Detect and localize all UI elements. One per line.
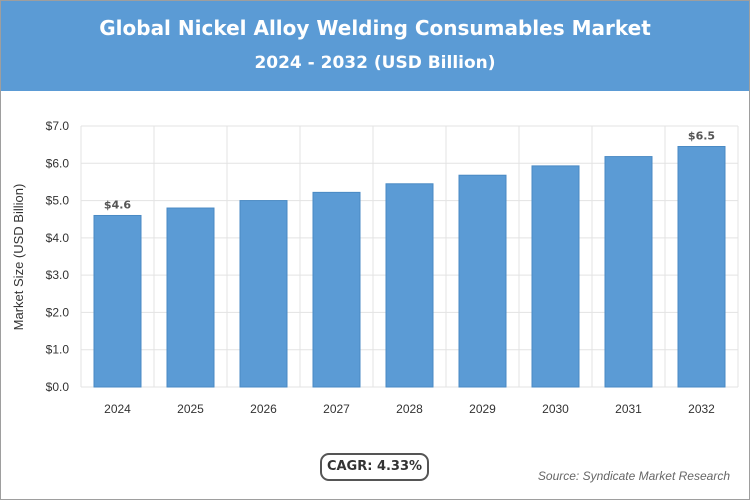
bar-2031 bbox=[604, 156, 653, 388]
bar-2026 bbox=[239, 200, 288, 388]
y-tick-label: $3.0 bbox=[46, 268, 70, 282]
y-tick-label: $2.0 bbox=[46, 305, 70, 319]
bar-2025 bbox=[166, 207, 215, 388]
x-tick-label: 2028 bbox=[396, 402, 423, 416]
cagr-badge: CAGR: 4.33% bbox=[320, 453, 429, 481]
y-tick-label: $7.0 bbox=[46, 119, 70, 133]
x-tick-label: 2026 bbox=[250, 402, 277, 416]
x-tick-label: 2024 bbox=[104, 402, 131, 416]
y-tick-label: $1.0 bbox=[46, 343, 70, 357]
y-tick-label: $5.0 bbox=[46, 194, 70, 208]
chart-title: Global Nickel Alloy Welding Consumables … bbox=[99, 16, 651, 40]
bar-2024 bbox=[93, 214, 142, 388]
chart-subtitle: 2024 - 2032 (USD Billion) bbox=[254, 53, 496, 73]
y-tick-label: $6.0 bbox=[46, 156, 70, 170]
x-tick-label: 2032 bbox=[688, 402, 715, 416]
x-tick-label: 2027 bbox=[323, 402, 350, 416]
bar-2029 bbox=[458, 174, 507, 388]
bar-2032 bbox=[677, 146, 726, 388]
data-label: $6.5 bbox=[688, 130, 715, 143]
y-axis-label: Market Size (USD Billion) bbox=[11, 184, 26, 331]
bars-layer bbox=[93, 146, 726, 388]
source-note: Source: Syndicate Market Research bbox=[537, 469, 730, 483]
y-tick-label: $4.0 bbox=[46, 231, 70, 245]
x-tick-label: 2025 bbox=[177, 402, 204, 416]
x-tick-label: 2030 bbox=[542, 402, 569, 416]
labels-layer: $0.0 $1.0 $2.0 $3.0 $4.0 $5.0 $6.0 $7.0 2024 2025… bbox=[46, 119, 716, 416]
bar-2027 bbox=[312, 191, 361, 388]
bar-2028 bbox=[385, 183, 434, 388]
x-tick-label: 2031 bbox=[615, 402, 642, 416]
bar-2030 bbox=[531, 165, 580, 388]
data-label: $4.6 bbox=[104, 198, 131, 211]
y-tick-label: $0.0 bbox=[46, 380, 70, 394]
chart-header: Global Nickel Alloy Welding Consumables … bbox=[1, 1, 749, 91]
x-tick-label: 2029 bbox=[469, 402, 496, 416]
